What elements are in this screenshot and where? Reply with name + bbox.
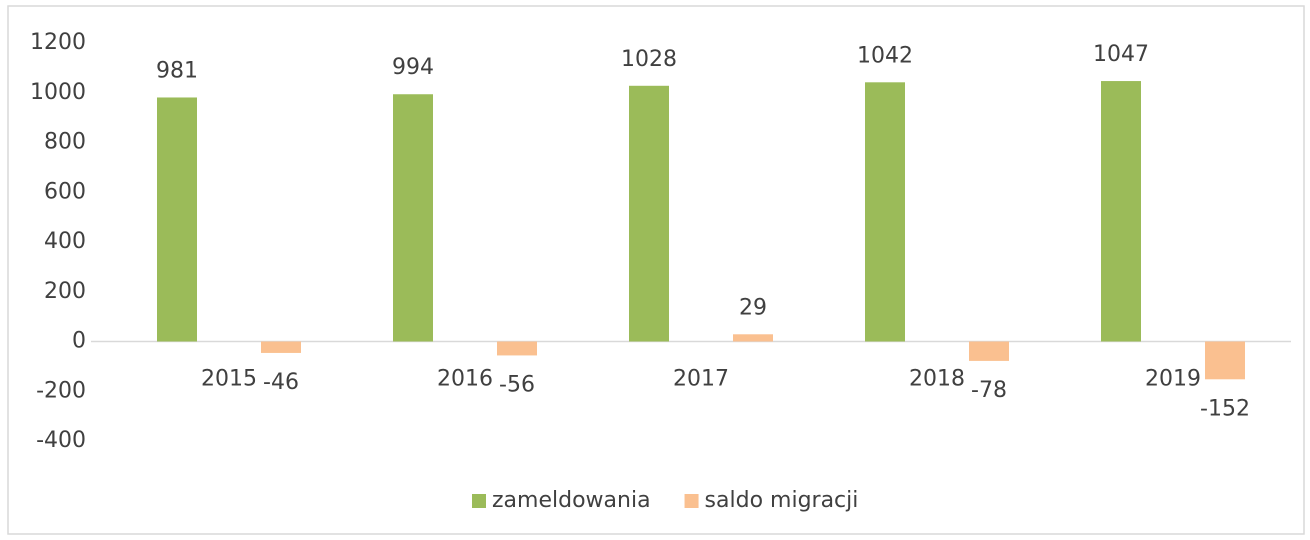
- bar: [157, 97, 197, 342]
- y-tick-label: 0: [72, 329, 86, 354]
- y-tick-label: 1200: [30, 30, 86, 55]
- y-tick-label: -400: [36, 428, 86, 453]
- y-tick-label: 1000: [30, 80, 86, 105]
- bar: [497, 341, 537, 356]
- bar: [1205, 341, 1245, 380]
- legend-label: saldo migracji: [705, 488, 859, 513]
- legend-swatch: [684, 494, 699, 508]
- bar: [733, 334, 773, 342]
- data-label: -56: [499, 372, 535, 397]
- data-label: 1042: [857, 43, 913, 68]
- data-label: 29: [739, 295, 767, 320]
- bar: [969, 341, 1009, 361]
- x-tick-label: 2015: [201, 367, 257, 392]
- data-label: -78: [971, 378, 1007, 403]
- data-label: -152: [1200, 396, 1250, 421]
- bar: [865, 82, 905, 342]
- y-tick-label: 800: [44, 130, 86, 155]
- bar: [629, 85, 669, 342]
- data-label: 1028: [621, 47, 677, 72]
- data-label: 1047: [1093, 42, 1149, 67]
- data-label: 994: [392, 55, 434, 80]
- bar: [261, 341, 301, 353]
- y-tick-label: 400: [44, 229, 86, 254]
- legend-label: zameldowania: [492, 488, 651, 513]
- bar: [1101, 81, 1141, 342]
- data-label: 981: [156, 58, 198, 83]
- y-tick-label: 600: [44, 179, 86, 204]
- x-tick-label: 2017: [673, 367, 729, 392]
- legend-swatch: [472, 494, 486, 508]
- y-tick-label: -200: [36, 378, 86, 403]
- x-tick-label: 2019: [1145, 367, 1201, 392]
- bar: [393, 94, 433, 342]
- y-tick-label: 200: [44, 279, 86, 304]
- x-tick-label: 2018: [909, 367, 965, 392]
- data-label: -46: [263, 370, 299, 395]
- x-tick-label: 2016: [437, 367, 493, 392]
